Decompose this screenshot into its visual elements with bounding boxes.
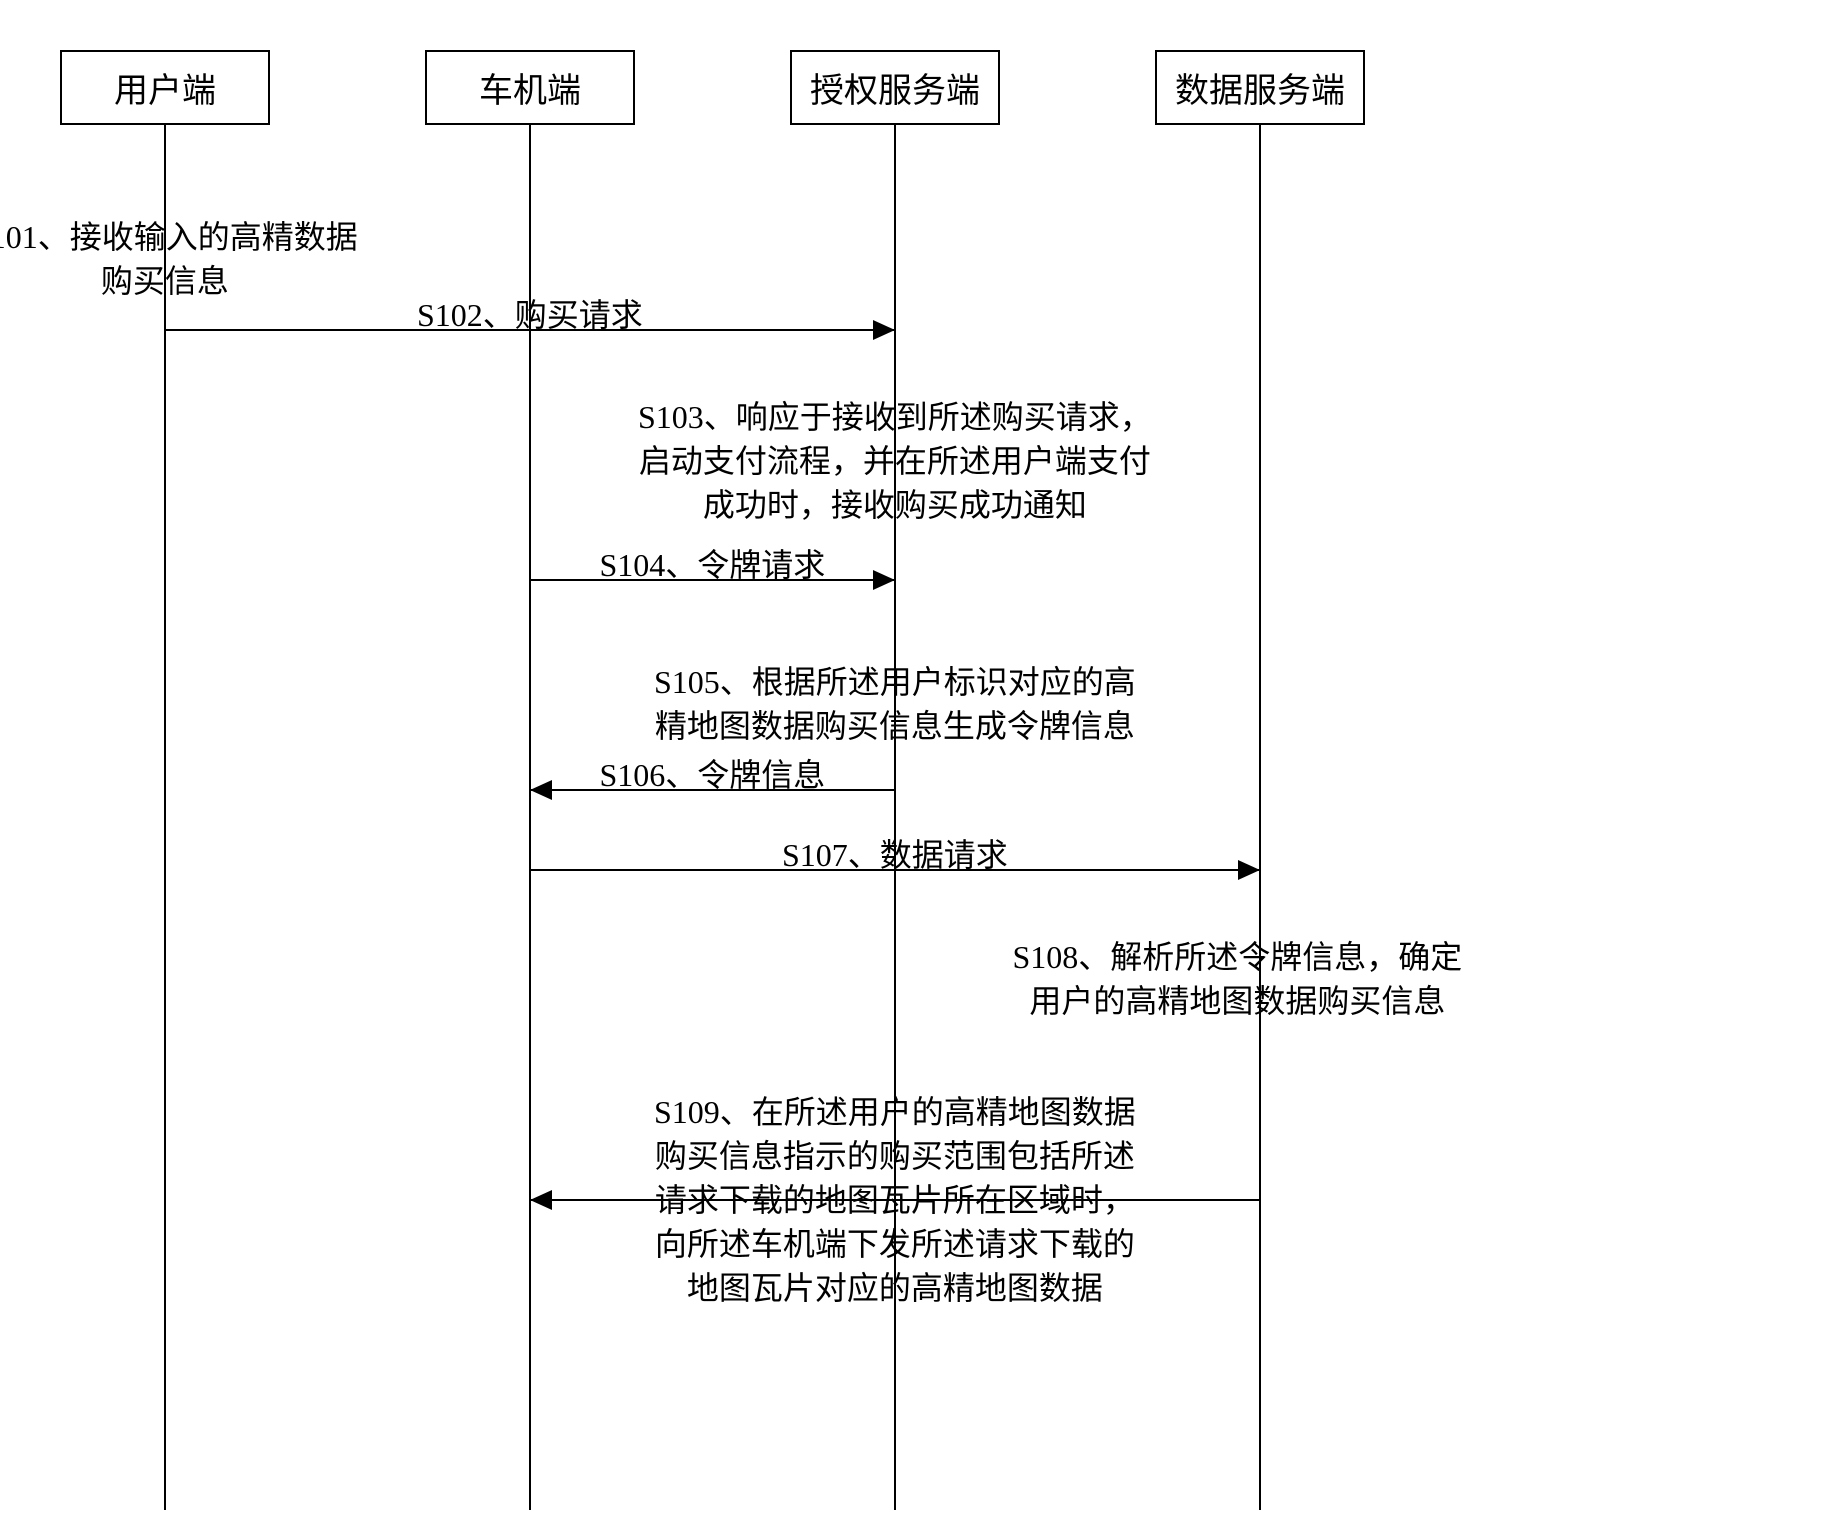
lifeline-data [1259,125,1261,1510]
actor-data-label: 数据服务端 [1175,63,1345,112]
step-s109-text-line-1: 购买信息指示的购买范围包括所述 [654,1134,1136,1178]
step-s102-label: S102、购买请求 [417,290,643,336]
actor-auth-label: 授权服务端 [810,63,980,112]
step-s104-label: S104、令牌请求 [600,540,826,586]
step-s109-text-line-2: 请求下载的地图瓦片所在区域时， [654,1178,1136,1222]
actor-user: 用户端 [60,50,270,125]
step-s101: S101、接收输入的高精数据购买信息 [0,215,358,303]
step-s109-text-line-0: S109、在所述用户的高精地图数据 [654,1090,1136,1134]
step-s109-text: S109、在所述用户的高精地图数据购买信息指示的购买范围包括所述请求下载的地图瓦… [654,1090,1136,1310]
step-s109-arrowhead [530,1190,552,1210]
step-s101-line-1: 购买信息 [0,259,358,303]
actor-data: 数据服务端 [1155,50,1365,125]
lifeline-user [164,125,166,1510]
step-s104-arrowhead [873,570,895,590]
actor-car: 车机端 [425,50,635,125]
step-s107-arrowhead [1238,860,1260,880]
step-s102-arrowhead [873,320,895,340]
step-s108-line-1: 用户的高精地图数据购买信息 [1013,979,1463,1023]
step-s105: S105、根据所述用户标识对应的高精地图数据购买信息生成令牌信息 [654,660,1136,748]
actor-user-label: 用户端 [114,63,216,112]
actor-car-label: 车机端 [479,63,581,112]
step-s101-line-0: S101、接收输入的高精数据 [0,215,358,259]
step-s106-arrowhead [530,780,552,800]
step-s103: S103、响应于接收到所述购买请求，启动支付流程，并在所述用户端支付成功时，接收… [638,395,1152,527]
step-s103-line-0: S103、响应于接收到所述购买请求， [638,395,1152,439]
step-s109-text-line-4: 地图瓦片对应的高精地图数据 [654,1266,1136,1310]
step-s109-text-line-3: 向所述车机端下发所述请求下载的 [654,1222,1136,1266]
step-s108-line-0: S108、解析所述令牌信息，确定 [1013,935,1463,979]
actor-auth: 授权服务端 [790,50,1000,125]
step-s105-line-0: S105、根据所述用户标识对应的高 [654,660,1136,704]
step-s106-label: S106、令牌信息 [600,750,826,796]
step-s105-line-1: 精地图数据购买信息生成令牌信息 [654,704,1136,748]
step-s103-line-2: 成功时，接收购买成功通知 [638,483,1152,527]
step-s103-line-1: 启动支付流程，并在所述用户端支付 [638,439,1152,483]
step-s108: S108、解析所述令牌信息，确定用户的高精地图数据购买信息 [1013,935,1463,1023]
step-s107-label: S107、数据请求 [782,830,1008,876]
